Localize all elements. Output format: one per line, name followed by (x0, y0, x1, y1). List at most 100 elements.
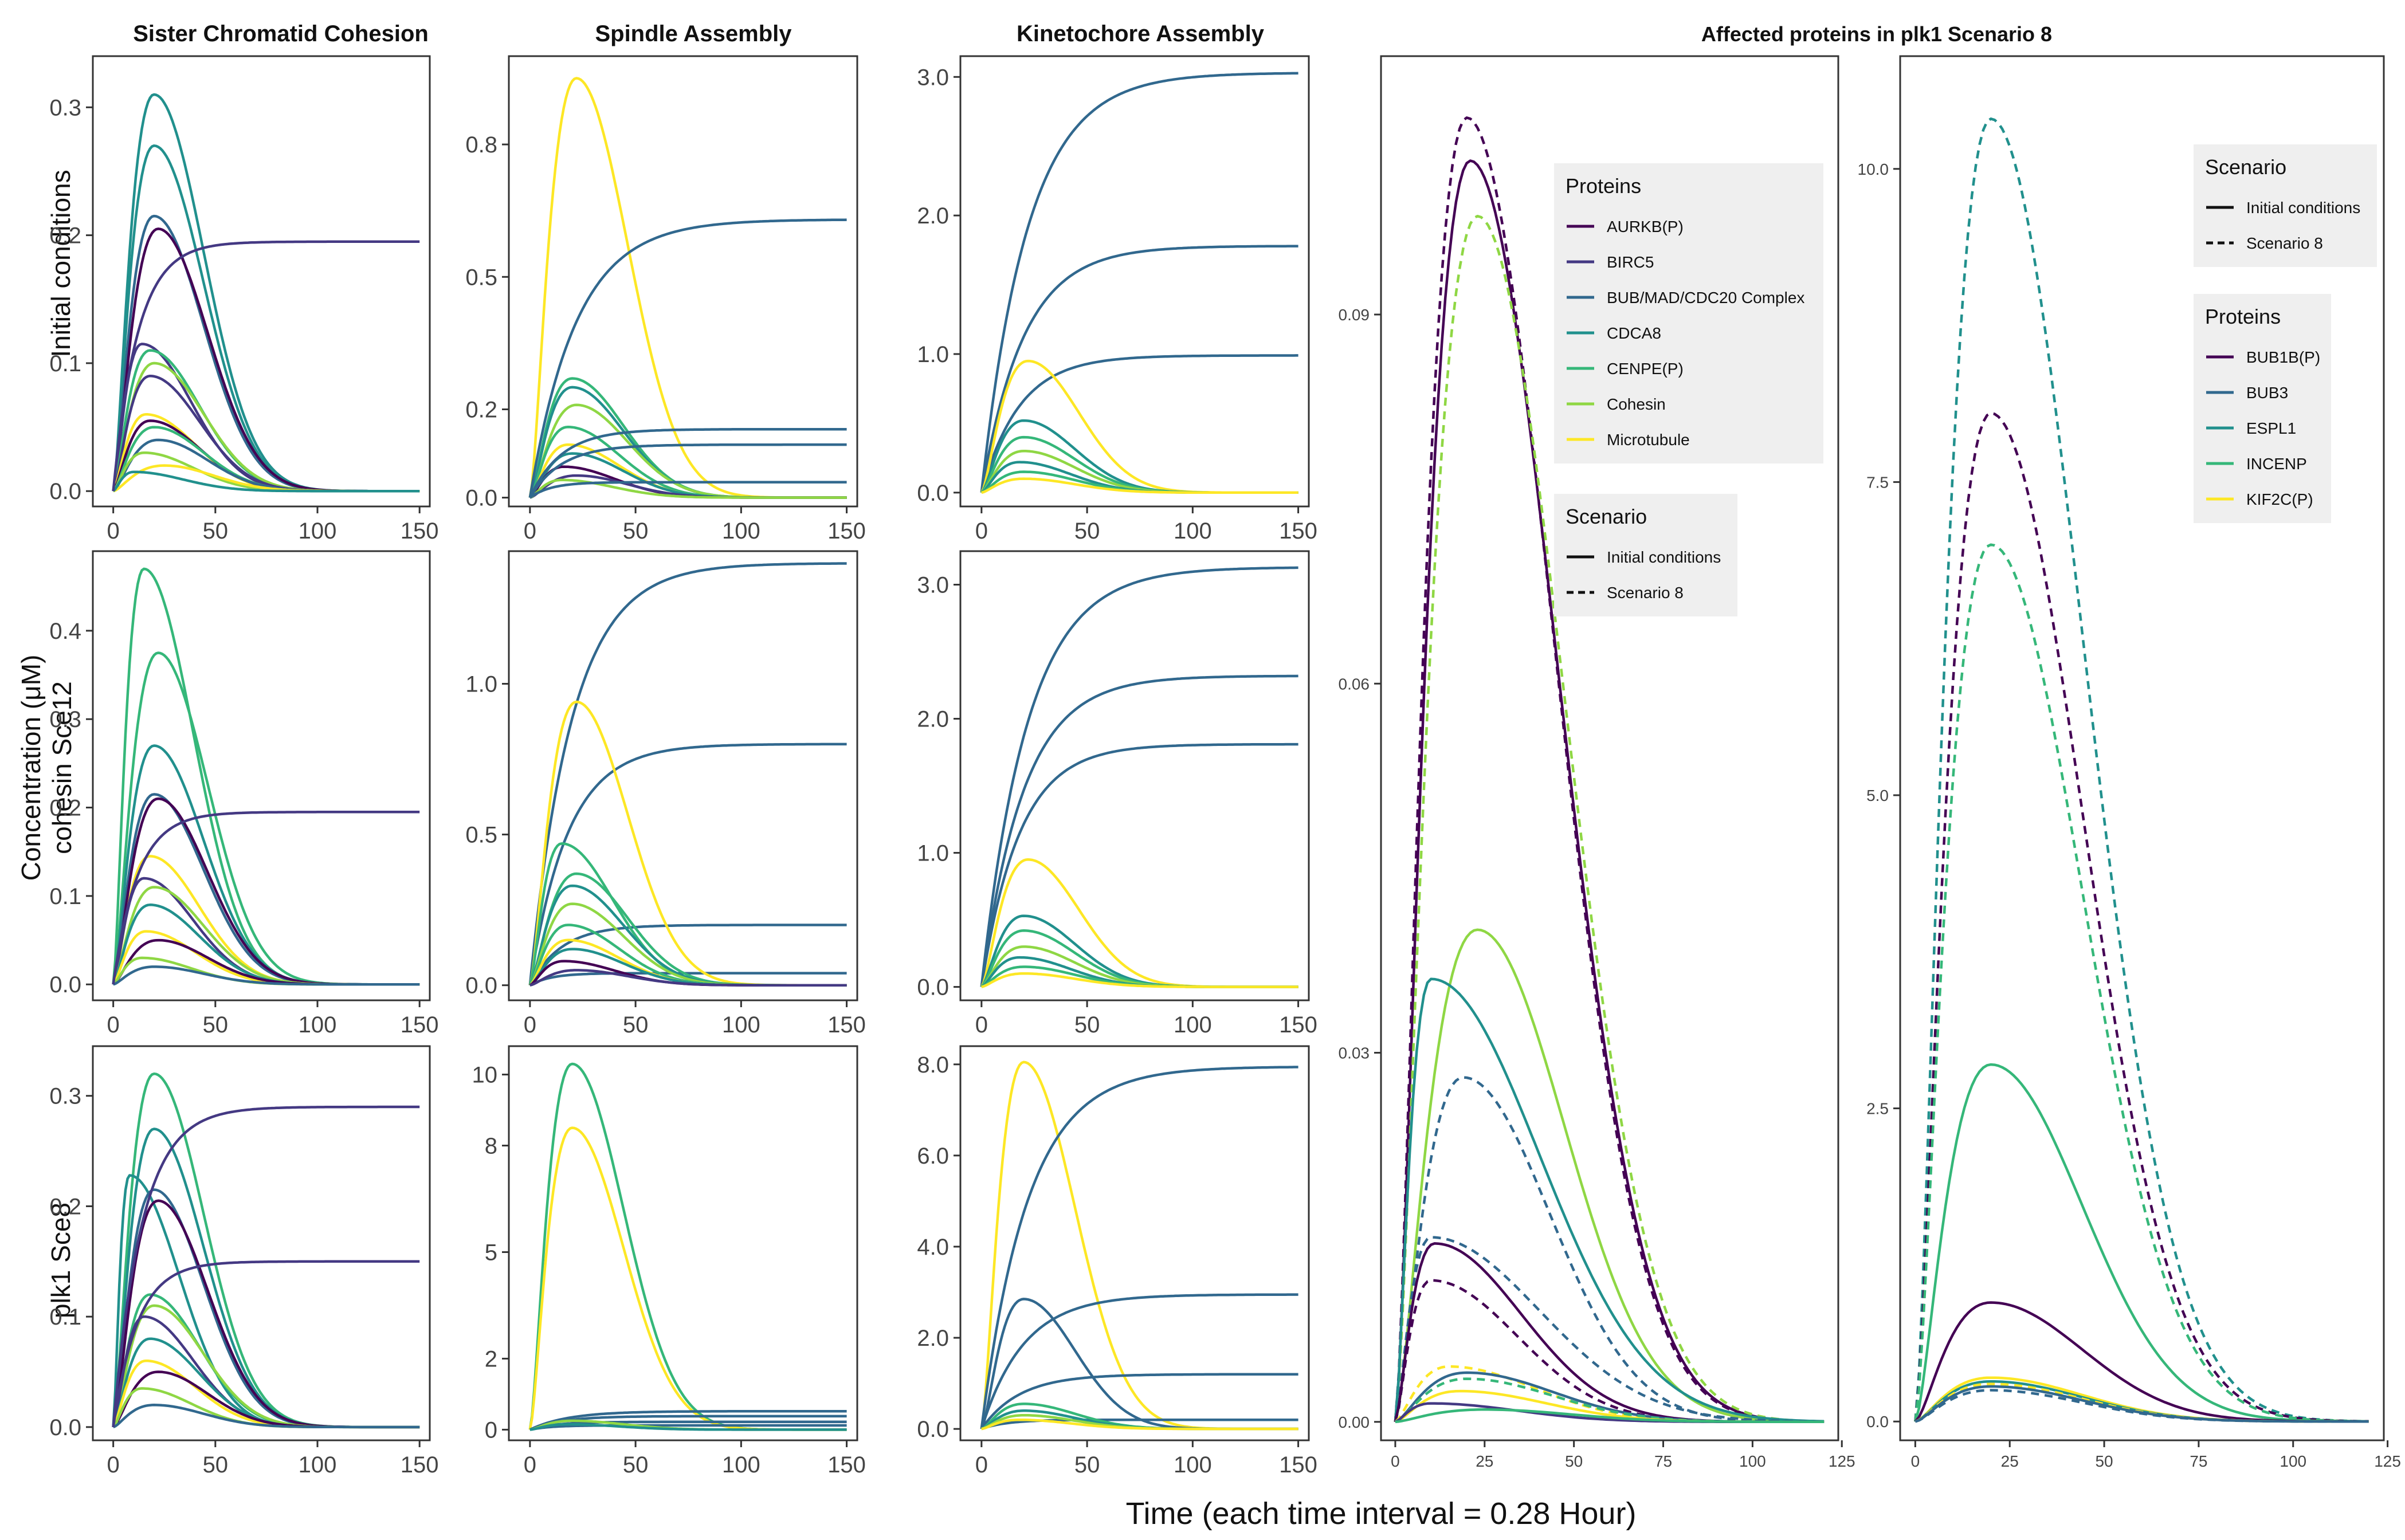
series-line-4 (1394, 977, 1825, 1423)
series-line-2 (529, 1409, 847, 1431)
y-tick-label: 0.3 (49, 95, 81, 120)
x-tick-label: 50 (1074, 1012, 1100, 1038)
y-tick-label: 0.0 (49, 1415, 81, 1440)
legend-proteins: Proteins AURKB(P) BIRC5 BUB/MAD/CDC20 Compl… (1554, 163, 1823, 463)
plot-frame (92, 550, 431, 1001)
plot-frame (959, 550, 1310, 1001)
legend-label: ESPL1 (2246, 419, 2296, 437)
series-line-13 (529, 481, 847, 499)
series-line-12 (528, 443, 847, 498)
x-tick-label: 0 (975, 518, 988, 544)
col-title-1: Sister Chromatid Cohesion (133, 21, 429, 46)
y-tick-label: 0.00 (1339, 1413, 1370, 1431)
x-tick-label: 50 (203, 1012, 229, 1038)
plot-frame (508, 55, 858, 508)
series-group (112, 93, 420, 493)
chart-pR2: 0 25 50 75 100 125 0.0 2.5 5.0 7.5 10.0 Scenario Ini… (1858, 55, 2401, 1470)
series-group (528, 77, 847, 499)
plot-frame (508, 1045, 858, 1441)
y-axis-title-line2: cohesin Sce12 (47, 681, 77, 854)
y-tick-label: 0.0 (1866, 1413, 1889, 1431)
x-tick-label: 100 (299, 518, 337, 544)
x-tick-label: 50 (2095, 1452, 2113, 1470)
series-line-1 (1914, 411, 2369, 1423)
series-group (1394, 116, 1825, 1424)
x-tick-label: 50 (623, 518, 649, 544)
series-line-9 (981, 1418, 1298, 1431)
x-tick-label: 100 (1174, 1452, 1212, 1478)
series-line-12 (112, 1404, 420, 1429)
x-tick-label: 50 (1565, 1452, 1583, 1470)
series-group (112, 1072, 420, 1429)
series-line-3 (529, 972, 847, 987)
chart-p12: 0 50 100 150 0.0 0.2 0.5 0.8 (465, 55, 866, 544)
series-line-5 (1394, 1076, 1825, 1423)
x-tick-label: 150 (1279, 1452, 1317, 1478)
plot-frame (959, 1045, 1310, 1441)
x-tick-label: 150 (827, 1012, 866, 1038)
series-line-7 (529, 1423, 847, 1431)
legend-box (2194, 294, 2331, 523)
x-tick-label: 125 (1829, 1452, 1855, 1470)
legend-label: BUB/MAD/CDC20 Complex (1607, 289, 1804, 307)
x-tick-label: 150 (1279, 518, 1317, 544)
y-tick-label: 0.03 (1339, 1044, 1370, 1062)
legend-label: BIRC5 (1607, 253, 1654, 271)
y-tick-label: 2 (485, 1346, 497, 1372)
x-tick-label: 50 (1074, 518, 1100, 544)
x-tick-label: 150 (401, 1452, 439, 1478)
y-tick-label: 0.1 (49, 884, 81, 909)
y-tick-label: 5 (485, 1240, 497, 1265)
plot-frame (1899, 55, 2385, 1441)
series-group (112, 567, 420, 986)
x-tick-label: 150 (401, 1012, 439, 1038)
x-tick-label: 75 (1654, 1452, 1672, 1470)
x-tick-label: 0 (524, 1452, 536, 1478)
legend-label: BUB3 (2246, 384, 2288, 402)
legend-label: CDCA8 (1607, 324, 1661, 342)
legend-label: INCENP (2246, 455, 2307, 473)
series-group (980, 72, 1298, 494)
legend-title: Scenario (1566, 505, 1647, 528)
chart-p33: 0 50 100 150 0.0 2.0 4.0 6.0 8.0 (917, 1045, 1317, 1478)
x-tick-label: 100 (1174, 518, 1212, 544)
x-tick-label: 0 (107, 1452, 120, 1478)
series-line-14 (112, 1260, 420, 1428)
x-tick-label: 100 (722, 1012, 760, 1038)
chart-p31: 0 50 100 150 0.0 0.1 0.2 0.3 (49, 1045, 439, 1478)
y-tick-label: 0.2 (49, 1194, 81, 1219)
y-tick-label: 0.0 (49, 972, 81, 997)
legend-label: Cohesin (1607, 395, 1666, 413)
chart-p21: 0 50 100 150 0.0 0.1 0.2 0.3 0.4 (49, 550, 439, 1038)
series-line-13 (112, 811, 420, 985)
y-tick-label: 0.3 (49, 707, 81, 732)
legend-title: Proteins (1566, 174, 1641, 198)
series-line-2 (980, 354, 1298, 493)
y-tick-label: 0.4 (49, 619, 81, 644)
y-tick-label: 5.0 (1866, 787, 1889, 804)
y-tick-label: 0.1 (49, 1305, 81, 1330)
x-tick-label: 50 (623, 1012, 649, 1038)
series-line-3 (529, 1415, 847, 1431)
y-tick-label: 1.0 (917, 342, 949, 367)
legend-label: AURKB(P) (1607, 218, 1684, 235)
y-tick-label: 0.0 (917, 481, 949, 506)
y-tick-label: 10 (472, 1063, 498, 1088)
legend-box (2194, 144, 2377, 267)
y-tick-label: 8.0 (917, 1052, 949, 1078)
right-title: Affected proteins in plk1 Scenario 8 (1701, 22, 2052, 46)
x-tick-label: 100 (299, 1452, 337, 1478)
series-line-1 (980, 1066, 1298, 1429)
y-tick-label: 0.0 (917, 1417, 949, 1442)
series-line-15 (112, 240, 420, 492)
chart-p22: 0 50 100 150 0.0 0.5 1.0 (465, 550, 866, 1038)
y-tick-label: 0.3 (49, 1084, 81, 1109)
row-title-1: Initial conditions (46, 170, 76, 357)
series-line-14 (1395, 1408, 1825, 1424)
series-group (528, 1062, 847, 1431)
x-tick-label: 25 (2001, 1452, 2019, 1470)
plot-frame (508, 550, 858, 1001)
x-tick-label: 50 (623, 1452, 649, 1478)
legend-label: CENPE(P) (1607, 360, 1684, 378)
y-tick-label: 0.0 (465, 486, 497, 511)
